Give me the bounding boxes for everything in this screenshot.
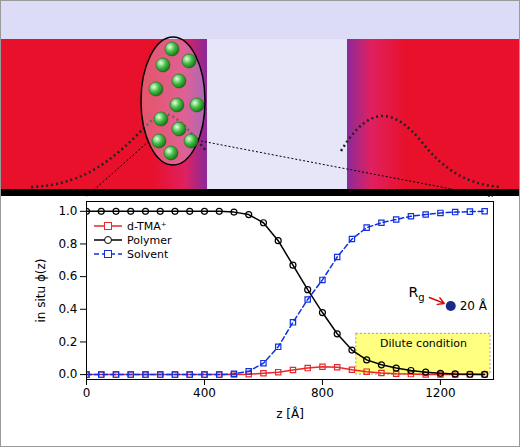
svg-text:0.0: 0.0 [58, 367, 77, 381]
svg-text:g: g [418, 292, 424, 303]
svg-text:1200: 1200 [425, 386, 456, 400]
html-text:d-TMA⁺: d-TMA⁺ [127, 219, 167, 233]
svg-text:1.0: 1.0 [58, 204, 77, 218]
svg-text:400: 400 [193, 386, 216, 400]
svg-text:800: 800 [311, 386, 334, 400]
svg-text:0: 0 [83, 386, 91, 400]
svg-text:0.8: 0.8 [58, 237, 77, 251]
svg-text:0.2: 0.2 [58, 335, 77, 349]
svg-text:Dilute condition: Dilute condition [380, 337, 467, 350]
svg-text:R: R [409, 284, 419, 300]
svg-text:in situ ϕ(z): in situ ϕ(z) [34, 258, 48, 322]
svg-text:z [Å]: z [Å] [276, 406, 304, 421]
svg-text:0.4: 0.4 [58, 302, 77, 316]
svg-text:20 Å: 20 Å [460, 298, 488, 313]
html-text:Polymer: Polymer [127, 233, 172, 247]
svg-text:0.6: 0.6 [58, 269, 77, 283]
html-text:Solvent: Solvent [127, 247, 169, 261]
